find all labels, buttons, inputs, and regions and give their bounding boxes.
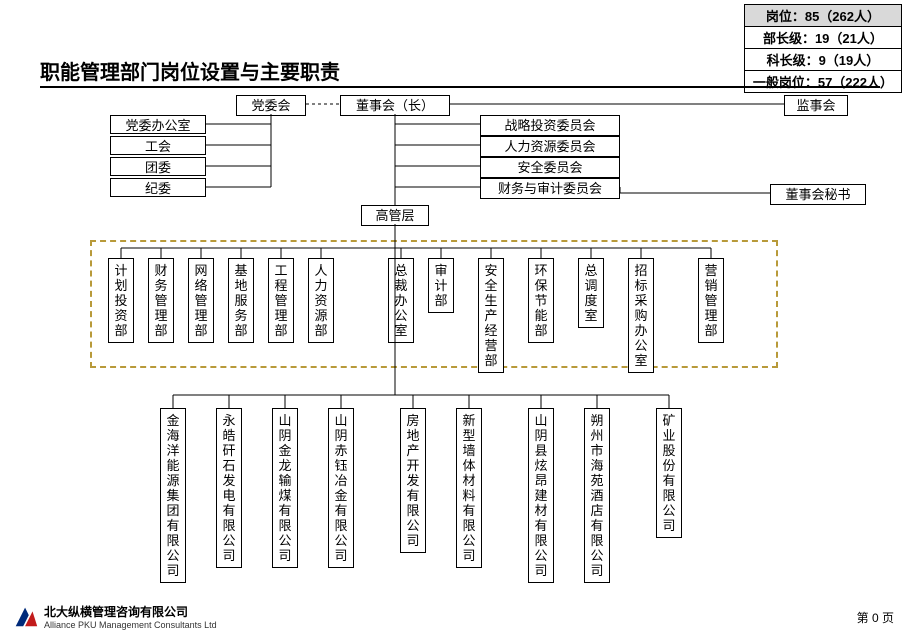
node-party-office: 党委办公室 (110, 115, 206, 134)
node-union: 工会 (110, 136, 206, 155)
dept-dispatch: 总调度室 (578, 258, 604, 328)
sub-haiyuan-hotel: 朔州市海苑酒店有限公司 (584, 408, 610, 583)
dept-marketing: 营销管理部 (698, 258, 724, 343)
dept-president-office: 总裁办公室 (388, 258, 414, 343)
sub-jinlong: 山阴金龙输煤有限公司 (272, 408, 298, 568)
dept-network-mgmt: 网络管理部 (188, 258, 214, 343)
footer-company-en: Alliance PKU Management Consultants Ltd (44, 620, 217, 630)
node-strategy-committee: 战略投资委员会 (480, 115, 620, 136)
sub-jinhaiyang: 金海洋能源集团有限公司 (160, 408, 186, 583)
dept-safety-production: 安全生产经营部 (478, 258, 504, 373)
sub-mining: 矿业股份有限公司 (656, 408, 682, 538)
dept-hr: 人力资源部 (308, 258, 334, 343)
node-party-committee: 党委会 (236, 95, 306, 116)
node-finance-audit-committee: 财务与审计委员会 (480, 178, 620, 199)
dept-base-service: 基地服务部 (228, 258, 254, 343)
sub-realestate: 房地产开发有限公司 (400, 408, 426, 553)
node-senior-mgmt: 高管层 (361, 205, 429, 226)
sub-wallmaterial: 新型墙体材料有限公司 (456, 408, 482, 568)
footer-company-cn: 北大纵横管理咨询有限公司 (44, 603, 217, 620)
node-board-chair: 董事会（长） (340, 95, 450, 116)
dept-procurement: 招标采购办公室 (628, 258, 654, 373)
node-board-secretary: 董事会秘书 (770, 184, 866, 205)
logo-mark (12, 602, 40, 630)
dept-audit: 审计部 (428, 258, 454, 313)
dept-finance-mgmt: 财务管理部 (148, 258, 174, 343)
dept-engineering: 工程管理部 (268, 258, 294, 343)
sub-chiyu: 山阴赤钰冶金有限公司 (328, 408, 354, 568)
sub-yonghao: 永皓矸石发电有限公司 (216, 408, 242, 568)
footer-logo: 北大纵横管理咨询有限公司 Alliance PKU Management Con… (12, 602, 217, 630)
legend-section: 科长级：9（19人） (745, 49, 901, 71)
page-number: 第 0 页 (857, 609, 894, 626)
node-safety-committee: 安全委员会 (480, 157, 620, 178)
dept-environment: 环保节能部 (528, 258, 554, 343)
legend-box: 岗位：85（262人） 部长级：19（21人） 科长级：9（19人） 一般岗位：… (744, 4, 902, 93)
page-title: 职能管理部门岗位设置与主要职责 (40, 56, 340, 85)
legend-director: 部长级：19（21人） (745, 27, 901, 49)
node-supervisory: 监事会 (784, 95, 848, 116)
node-hr-committee: 人力资源委员会 (480, 136, 620, 157)
node-discipline: 纪委 (110, 178, 206, 197)
legend-general: 一般岗位：57（222人） (745, 71, 901, 92)
dept-plan-invest: 计划投资部 (108, 258, 134, 343)
node-youth-league: 团委 (110, 157, 206, 176)
legend-positions: 岗位：85（262人） (745, 5, 901, 27)
sub-xuanang: 山阴县炫昂建材有限公司 (528, 408, 554, 583)
